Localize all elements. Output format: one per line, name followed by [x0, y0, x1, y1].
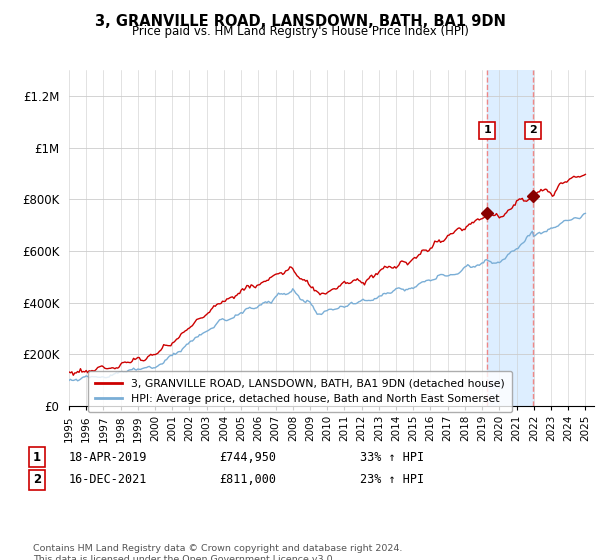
Text: 1: 1: [483, 125, 491, 136]
Text: 3, GRANVILLE ROAD, LANSDOWN, BATH, BA1 9DN: 3, GRANVILLE ROAD, LANSDOWN, BATH, BA1 9…: [95, 14, 505, 29]
Text: Price paid vs. HM Land Registry's House Price Index (HPI): Price paid vs. HM Land Registry's House …: [131, 25, 469, 38]
Text: £811,000: £811,000: [219, 473, 276, 486]
Text: 1: 1: [33, 451, 41, 464]
Text: Contains HM Land Registry data © Crown copyright and database right 2024.
This d: Contains HM Land Registry data © Crown c…: [33, 544, 403, 560]
Text: 18-APR-2019: 18-APR-2019: [69, 451, 148, 464]
Text: 33% ↑ HPI: 33% ↑ HPI: [360, 451, 424, 464]
Bar: [487, 70, 533, 406]
Text: £744,950: £744,950: [219, 451, 276, 464]
Legend: 3, GRANVILLE ROAD, LANSDOWN, BATH, BA1 9DN (detached house), HPI: Average price,: 3, GRANVILLE ROAD, LANSDOWN, BATH, BA1 9…: [88, 371, 512, 412]
Text: 16-DEC-2021: 16-DEC-2021: [69, 473, 148, 486]
Text: 2: 2: [33, 473, 41, 486]
Text: 2: 2: [529, 125, 537, 136]
Text: 23% ↑ HPI: 23% ↑ HPI: [360, 473, 424, 486]
